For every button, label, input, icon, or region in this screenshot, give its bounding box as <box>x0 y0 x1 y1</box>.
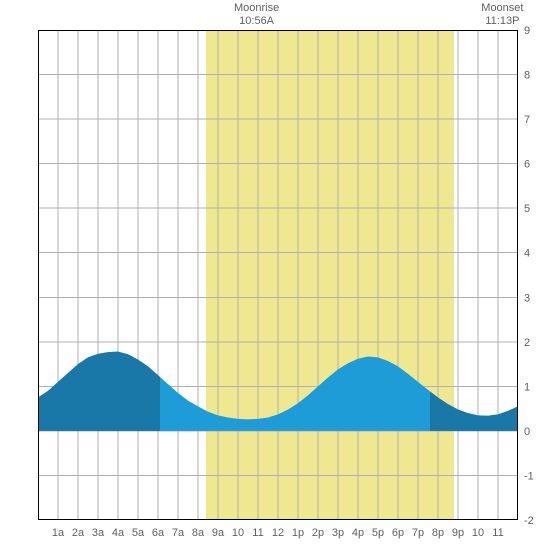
svg-text:1: 1 <box>524 381 530 393</box>
svg-text:2: 2 <box>524 337 530 349</box>
svg-text:11: 11 <box>252 527 263 539</box>
svg-text:11: 11 <box>492 527 503 539</box>
moonrise-label: Moonrise 10:56A <box>227 2 287 28</box>
svg-text:4a: 4a <box>112 527 125 539</box>
svg-text:9p: 9p <box>452 527 464 539</box>
svg-text:8a: 8a <box>192 527 205 539</box>
svg-text:12: 12 <box>272 527 284 539</box>
svg-text:2p: 2p <box>312 527 324 539</box>
moonrise-time: 10:56A <box>239 15 274 27</box>
svg-text:2a: 2a <box>72 527 85 539</box>
svg-text:10: 10 <box>232 527 244 539</box>
svg-text:7a: 7a <box>172 527 185 539</box>
svg-text:10: 10 <box>472 527 484 539</box>
tide-chart: Moonrise 10:56A Moonset 11:13P -2-101234… <box>0 0 550 550</box>
svg-text:8: 8 <box>524 70 530 82</box>
svg-text:5: 5 <box>524 203 530 215</box>
moonset-title: Moonset <box>481 2 523 14</box>
svg-text:1p: 1p <box>292 527 304 539</box>
svg-text:8p: 8p <box>432 527 444 539</box>
svg-text:5a: 5a <box>132 527 145 539</box>
chart-svg: -2-101234567891a2a3a4a5a6a7a8a9a1011121p… <box>0 0 550 550</box>
svg-text:3p: 3p <box>332 527 344 539</box>
svg-text:9a: 9a <box>212 527 225 539</box>
svg-text:-2: -2 <box>524 515 534 527</box>
moonrise-title: Moonrise <box>234 2 279 14</box>
svg-text:3: 3 <box>524 292 530 304</box>
svg-text:7p: 7p <box>412 527 424 539</box>
svg-text:6: 6 <box>524 159 530 171</box>
svg-text:6p: 6p <box>392 527 404 539</box>
moonset-label: Moonset 11:13P <box>472 2 532 28</box>
moonset-time: 11:13P <box>485 15 519 27</box>
svg-text:0: 0 <box>524 426 530 438</box>
svg-text:5p: 5p <box>372 527 384 539</box>
svg-text:3a: 3a <box>92 527 105 539</box>
svg-text:-1: -1 <box>524 470 534 482</box>
svg-text:6a: 6a <box>152 527 165 539</box>
svg-text:4: 4 <box>524 248 530 260</box>
svg-text:7: 7 <box>524 114 530 126</box>
svg-text:4p: 4p <box>352 527 364 539</box>
svg-text:1a: 1a <box>52 527 65 539</box>
